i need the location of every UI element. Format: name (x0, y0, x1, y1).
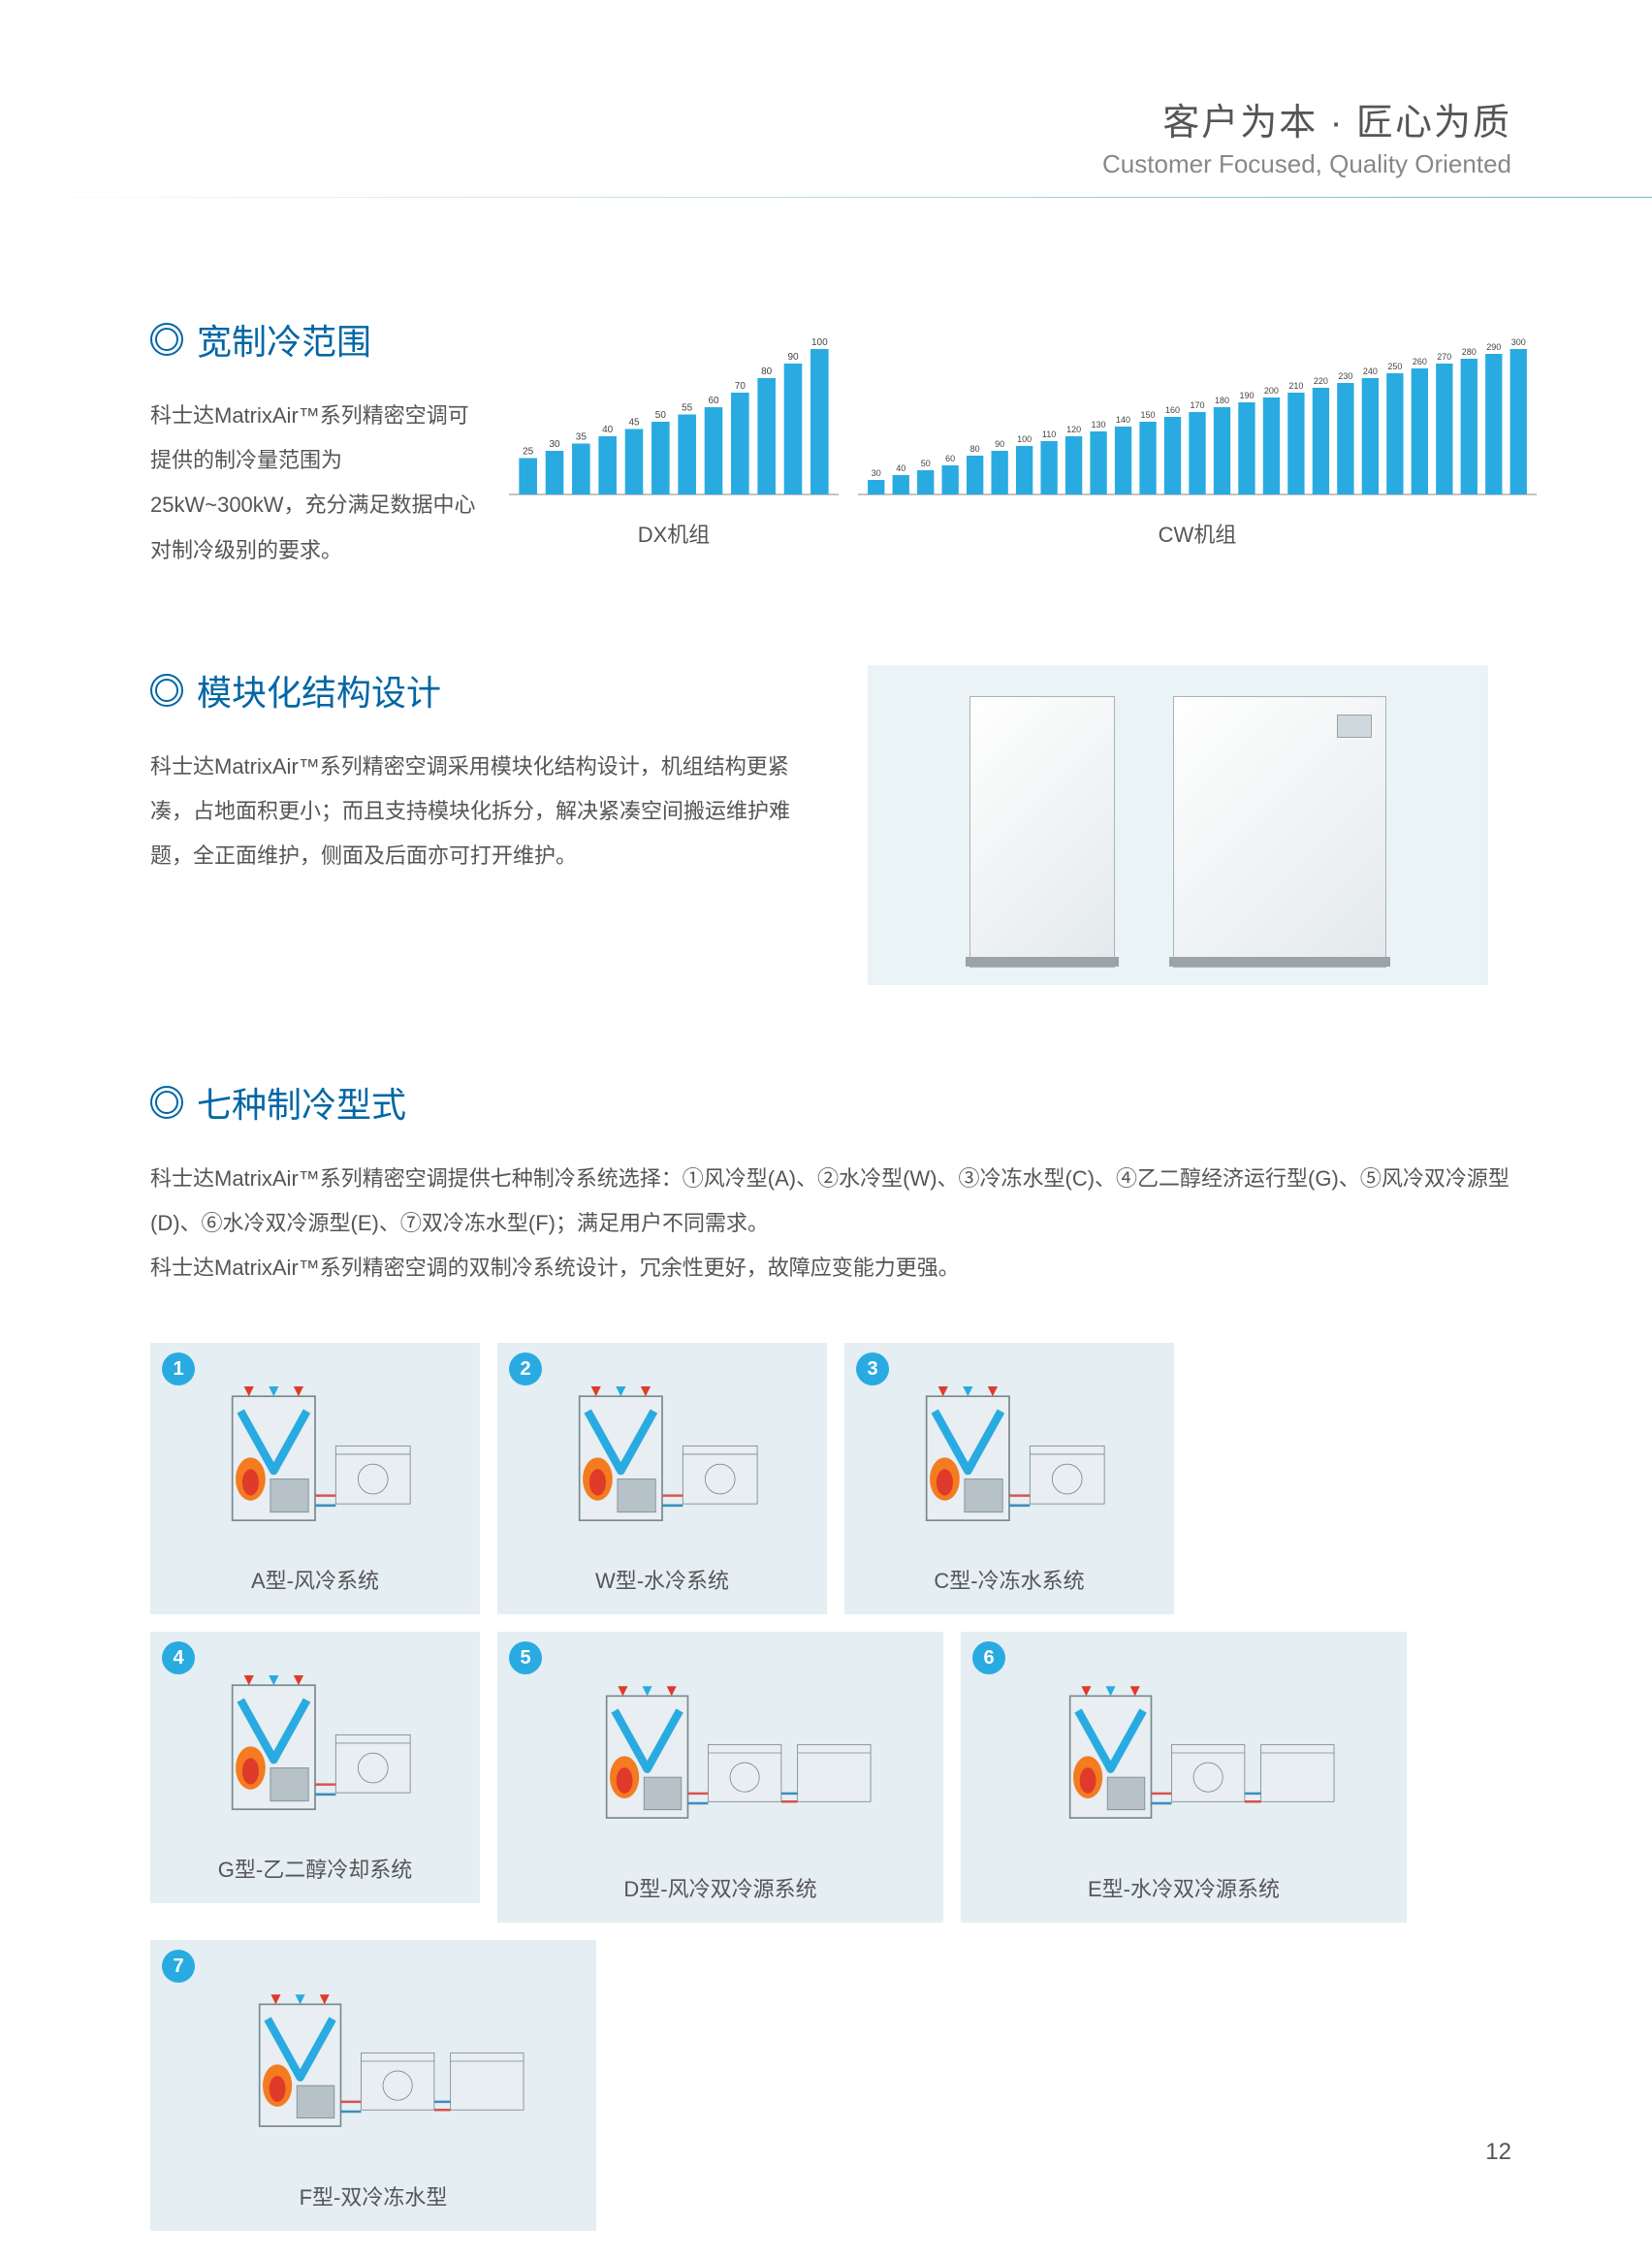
svg-text:25: 25 (523, 447, 534, 458)
type-illustration (160, 1352, 470, 1564)
cabinet-left (969, 696, 1115, 968)
cw-caption: CW机组 (1159, 518, 1237, 549)
svg-text:90: 90 (787, 352, 799, 363)
type-illustration (160, 1641, 470, 1853)
section-modular: 模块化结构设计 科士达MatrixAir™系列精密空调采用模块化结构设计，机组结… (150, 665, 1511, 985)
type-illustration (854, 1352, 1164, 1564)
svg-text:55: 55 (682, 403, 693, 414)
svg-text:90: 90 (995, 439, 1004, 449)
svg-text:40: 40 (602, 425, 614, 435)
sec1-desc: 科士达MatrixAir™系列精密空调可提供的制冷量范围为25kW~300kW，… (150, 394, 480, 573)
svg-text:50: 50 (921, 459, 931, 468)
sec2-title-text: 模块化结构设计 (197, 665, 441, 716)
svg-text:150: 150 (1141, 410, 1156, 420)
cabinet-panel (1337, 715, 1372, 738)
header-title-en: Customer Focused, Quality Oriented (0, 149, 1511, 179)
type-card: 6 E型-水冷双冷源系统 (961, 1632, 1407, 1923)
dx-caption: DX机组 (638, 518, 711, 549)
dx-chart-col: 25 30 35 40 45 50 55 60 70 80 90 100 DX机组 (509, 324, 839, 549)
svg-text:35: 35 (576, 432, 588, 443)
svg-text:80: 80 (970, 444, 980, 454)
concentric-icon (150, 323, 183, 356)
sec3-title: 七种制冷型式 (150, 1077, 1511, 1128)
svg-text:70: 70 (735, 381, 747, 392)
sec2-title: 模块化结构设计 (150, 665, 810, 716)
svg-text:280: 280 (1462, 347, 1477, 357)
cw-bar-chart: 30 40 50 60 80 90 100 110 120 130 140 150 160 170 180 1… (858, 324, 1537, 508)
svg-text:160: 160 (1165, 405, 1180, 415)
svg-text:130: 130 (1092, 420, 1106, 429)
sec3-title-text: 七种制冷型式 (197, 1077, 406, 1128)
svg-text:30: 30 (549, 439, 560, 450)
svg-text:240: 240 (1363, 366, 1378, 376)
type-card: 7 F型-双冷冻水型 (150, 1940, 596, 2231)
cabinet-base (966, 957, 1119, 967)
sec1-title-text: 宽制冷范围 (197, 314, 371, 365)
type-card: 4 G型-乙二醇冷却系统 (150, 1632, 480, 1903)
type-illustration (507, 1641, 934, 1872)
svg-text:290: 290 (1486, 342, 1501, 352)
cw-chart-col: 30 40 50 60 80 90 100 110 120 130 140 150 160 170 180 1… (858, 324, 1537, 549)
header-title-cn: 客户为本 · 匠心为质 (0, 92, 1511, 145)
cabinet-base (1169, 957, 1390, 967)
svg-text:300: 300 (1511, 337, 1526, 347)
type-label: F型-双冷冻水型 (300, 2180, 448, 2211)
sec3-desc-l2: 科士达MatrixAir™系列精密空调的双制冷系统设计，冗余性更好，故障应变能力… (150, 1246, 1511, 1290)
section-seven-types: 七种制冷型式 科士达MatrixAir™系列精密空调提供七种制冷系统选择：①风冷… (150, 1077, 1511, 2232)
type-card: 3 C型-冷冻水系统 (844, 1343, 1174, 1614)
sec2-text-col: 模块化结构设计 科士达MatrixAir™系列精密空调采用模块化结构设计，机组结… (150, 665, 810, 879)
type-card: 5 D型-风冷双冷源系统 (497, 1632, 943, 1923)
svg-text:60: 60 (945, 454, 955, 463)
svg-text:190: 190 (1239, 391, 1254, 400)
section-cooling-range: 宽制冷范围 科士达MatrixAir™系列精密空调可提供的制冷量范围为25kW~… (150, 314, 1511, 573)
svg-text:250: 250 (1387, 362, 1402, 371)
svg-text:260: 260 (1413, 357, 1427, 366)
svg-text:45: 45 (628, 418, 640, 429)
svg-text:220: 220 (1314, 376, 1328, 386)
cabinet-right (1173, 696, 1386, 968)
svg-text:270: 270 (1437, 352, 1451, 362)
sec2-desc: 科士达MatrixAir™系列精密空调采用模块化结构设计，机组结构更紧凑，占地面… (150, 745, 810, 879)
cabinet-illustration (868, 665, 1488, 985)
type-illustration (160, 1950, 587, 2180)
sec1-text-col: 宽制冷范围 科士达MatrixAir™系列精密空调可提供的制冷量范围为25kW~… (150, 314, 480, 573)
svg-text:230: 230 (1338, 371, 1352, 381)
svg-text:180: 180 (1215, 396, 1229, 405)
type-illustration (970, 1641, 1397, 1872)
svg-text:50: 50 (655, 410, 667, 421)
svg-text:140: 140 (1116, 415, 1130, 425)
type-label: A型-风冷系统 (251, 1564, 379, 1595)
svg-text:80: 80 (761, 366, 773, 377)
type-illustration (507, 1352, 817, 1564)
sec3-desc-l1: 科士达MatrixAir™系列精密空调提供七种制冷系统选择：①风冷型(A)、②水… (150, 1157, 1511, 1246)
type-label: G型-乙二醇冷却系统 (218, 1853, 412, 1884)
type-card: 2 W型-水冷系统 (497, 1343, 827, 1614)
type-label: C型-冷冻水系统 (934, 1564, 1084, 1595)
concentric-icon (150, 674, 183, 707)
concentric-icon (150, 1086, 183, 1119)
types-grid: 1 A型-风冷系统 2 (150, 1343, 1511, 2231)
svg-text:100: 100 (1017, 434, 1032, 444)
type-label: D型-风冷双冷源系统 (623, 1872, 816, 1903)
svg-text:210: 210 (1288, 381, 1303, 391)
type-label: E型-水冷双冷源系统 (1088, 1872, 1280, 1903)
dx-bar-chart: 25 30 35 40 45 50 55 60 70 80 90 100 (509, 324, 839, 508)
svg-text:60: 60 (708, 396, 719, 406)
page-number: 12 (1485, 2139, 1511, 2166)
page-header: 客户为本 · 匠心为质 Customer Focused, Quality Or… (0, 0, 1652, 179)
svg-text:200: 200 (1264, 386, 1279, 396)
svg-text:30: 30 (872, 468, 881, 478)
svg-text:170: 170 (1190, 400, 1204, 410)
svg-text:110: 110 (1042, 429, 1056, 439)
type-label: W型-水冷系统 (595, 1564, 729, 1595)
sec1-title: 宽制冷范围 (150, 314, 480, 365)
page-content: 宽制冷范围 科士达MatrixAir™系列精密空调可提供的制冷量范围为25kW~… (0, 198, 1652, 2231)
svg-text:120: 120 (1066, 425, 1081, 434)
type-card: 1 A型-风冷系统 (150, 1343, 480, 1614)
svg-text:100: 100 (811, 337, 828, 348)
charts-row: 25 30 35 40 45 50 55 60 70 80 90 100 DX机组 30 40 50 60 8… (509, 314, 1537, 549)
svg-text:40: 40 (896, 463, 905, 473)
